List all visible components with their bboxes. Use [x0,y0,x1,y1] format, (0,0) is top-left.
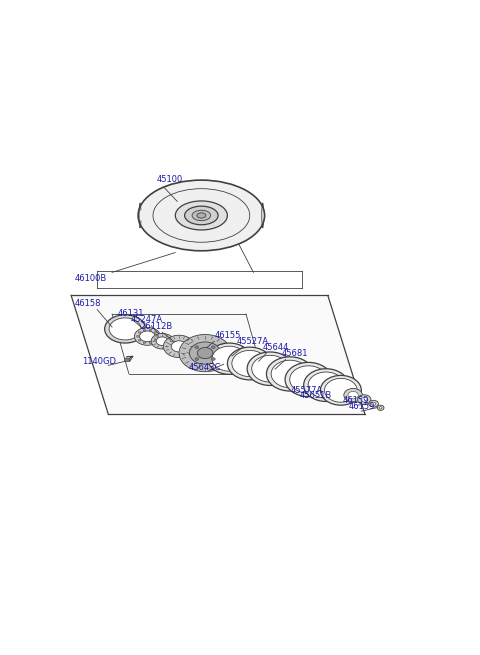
Ellipse shape [138,331,141,333]
Ellipse shape [321,375,361,405]
Ellipse shape [109,318,141,340]
Text: 46158: 46158 [75,299,101,309]
Ellipse shape [361,397,368,402]
Text: 46131: 46131 [118,309,144,318]
Ellipse shape [377,405,384,411]
Ellipse shape [324,379,357,402]
Text: 45651B: 45651B [300,391,332,400]
Ellipse shape [212,346,247,371]
Ellipse shape [163,335,195,358]
Ellipse shape [247,352,293,385]
Ellipse shape [190,342,221,364]
Ellipse shape [197,213,206,218]
Ellipse shape [285,362,332,397]
Text: 45527A: 45527A [237,337,269,346]
Ellipse shape [134,328,160,345]
Ellipse shape [179,335,231,371]
Ellipse shape [175,201,228,230]
Ellipse shape [138,339,141,341]
Ellipse shape [212,346,215,348]
Ellipse shape [156,337,168,345]
Text: 1140GD: 1140GD [83,357,116,366]
Ellipse shape [358,395,371,404]
Text: 45643C: 45643C [188,363,221,371]
Ellipse shape [271,360,309,388]
Ellipse shape [149,342,152,344]
Ellipse shape [156,335,158,337]
Ellipse shape [192,210,211,221]
Text: 45577A: 45577A [290,386,323,395]
Ellipse shape [379,407,382,409]
Ellipse shape [372,402,376,405]
Ellipse shape [171,341,187,352]
Text: 45100: 45100 [156,175,183,184]
Ellipse shape [154,339,156,341]
Ellipse shape [308,372,344,398]
Text: 46159: 46159 [343,396,369,405]
Ellipse shape [143,342,146,344]
Ellipse shape [344,388,362,402]
Ellipse shape [138,180,264,251]
Ellipse shape [228,347,272,380]
Ellipse shape [197,348,213,359]
Ellipse shape [143,329,146,331]
Ellipse shape [195,346,199,348]
Text: 45681: 45681 [281,349,308,358]
Ellipse shape [140,331,155,342]
Ellipse shape [208,343,251,374]
Ellipse shape [154,331,156,333]
Ellipse shape [304,369,348,402]
Text: 26112B: 26112B [140,322,172,331]
Ellipse shape [290,365,327,393]
Text: 45247A: 45247A [131,315,163,324]
Ellipse shape [232,350,267,377]
Polygon shape [71,295,365,415]
Text: 46155: 46155 [215,331,241,340]
Ellipse shape [348,392,358,399]
Text: 46159: 46159 [348,402,375,411]
Ellipse shape [124,358,130,362]
Ellipse shape [195,358,199,360]
Ellipse shape [151,333,173,349]
Ellipse shape [149,329,152,331]
Ellipse shape [105,315,145,343]
Ellipse shape [185,206,218,225]
Text: 46100B: 46100B [75,274,107,283]
Ellipse shape [212,358,215,360]
Ellipse shape [136,335,139,337]
Ellipse shape [266,357,313,391]
Text: 45644: 45644 [263,343,289,352]
Ellipse shape [369,400,378,407]
Ellipse shape [252,355,288,382]
